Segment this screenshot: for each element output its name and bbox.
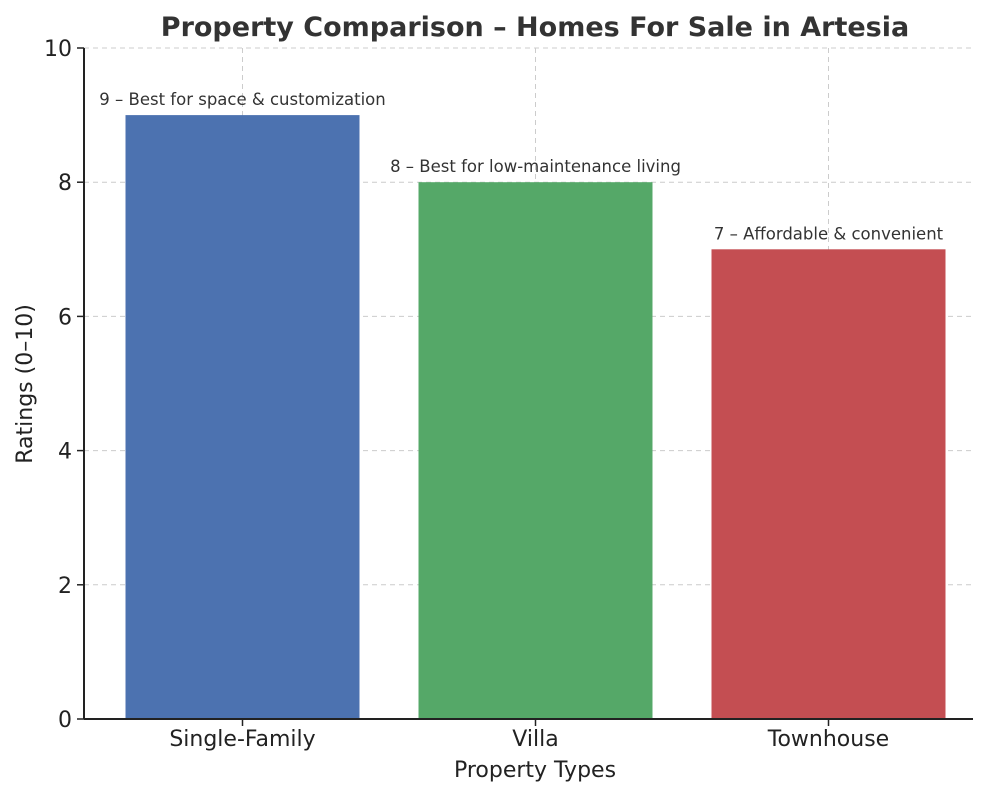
- x-tick-label: Villa: [512, 727, 558, 752]
- bar-townhouse: [711, 249, 946, 720]
- bar-data-label: 8 – Best for low-maintenance living: [390, 157, 681, 176]
- x-axis-title: Property Types: [454, 758, 616, 783]
- bar-villa: [418, 182, 653, 719]
- chart-title: Property Comparison – Homes For Sale in …: [161, 12, 909, 43]
- y-tick-label: 2: [58, 574, 72, 599]
- y-axis-title: Ratings (0–10): [13, 304, 38, 464]
- bar-single-family: [125, 115, 360, 720]
- y-tick-label: 10: [44, 37, 72, 62]
- bar-data-label: 9 – Best for space & customization: [99, 90, 385, 109]
- x-tick-label: Single-Family: [169, 727, 315, 752]
- bar-layer: [125, 115, 946, 720]
- y-tick-label: 4: [58, 440, 72, 465]
- tick-layer: 0 2 4 6 8 10 Single-Family Villa Townhouse: [44, 37, 889, 752]
- bar-data-label: 7 – Affordable & convenient: [714, 224, 944, 243]
- x-tick-label: Townhouse: [767, 727, 889, 752]
- axis-layer: [83, 48, 973, 720]
- data-label-layer: 9 – Best for space & customization 8 – Be…: [99, 90, 943, 243]
- y-tick-label: 6: [58, 305, 72, 330]
- y-tick-label: 8: [58, 171, 72, 196]
- y-tick-label: 0: [58, 708, 72, 733]
